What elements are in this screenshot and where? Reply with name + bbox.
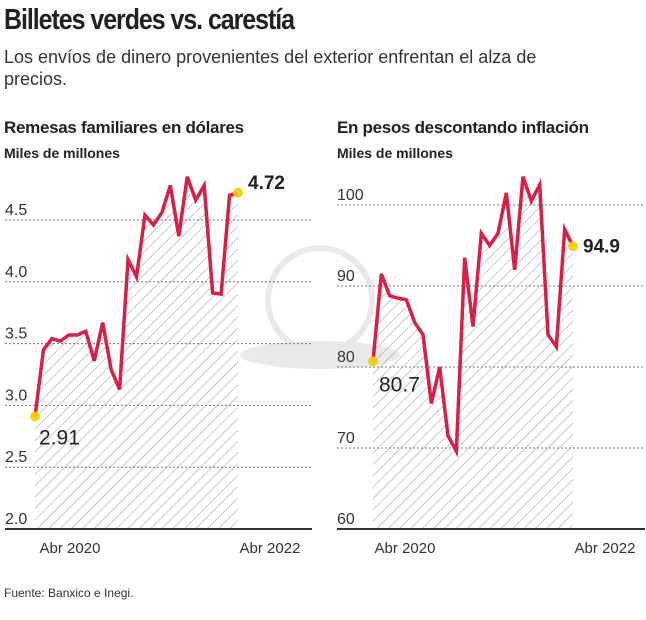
y-tick-label: 2.5	[5, 449, 27, 466]
watermark-logo	[240, 245, 400, 369]
x-tick-label: Abr 2020	[375, 540, 436, 557]
y-tick-label: 90	[337, 268, 355, 285]
x-tick-label: Abr 2022	[240, 540, 301, 557]
y-tick-label: 3.0	[5, 387, 27, 404]
start-value-label: 2.91	[39, 427, 80, 450]
area-fill	[373, 176, 573, 529]
source-note: Fuente: Banxico e Inegi.	[4, 586, 134, 600]
y-tick-label: 2.0	[5, 511, 27, 528]
end-value-label: 94.9	[583, 236, 620, 257]
start-marker	[30, 411, 40, 422]
y-tick-label: 4.0	[5, 264, 27, 281]
chart-1: 2.0 2.5 3.0 3.5 4.0 4.5 2.91 4.72 Abr 2020 Abr 20…	[5, 173, 312, 557]
y-tick-label: 4.5	[5, 202, 27, 219]
y-tick-label: 100	[337, 187, 364, 204]
page-subtitle: Los envíos de dinero provenientes del ex…	[4, 47, 537, 89]
x-tick-label: Abr 2022	[575, 540, 636, 557]
y-tick-label: 60	[337, 511, 355, 528]
end-marker	[233, 187, 243, 198]
y-tick-label: 70	[337, 430, 355, 447]
end-marker	[568, 241, 578, 252]
y-tick-label: 3.5	[5, 326, 27, 343]
x-tick-label: Abr 2020	[40, 540, 101, 557]
start-value-label: 80.7	[379, 373, 420, 396]
chart-1-title: Remesas familiares en dólares	[4, 118, 244, 137]
chart-2-unit: Miles de millones	[337, 145, 453, 161]
area-fill	[35, 176, 238, 530]
y-tick-label: 80	[337, 349, 355, 366]
chart-1-unit: Miles de millones	[4, 145, 120, 161]
page-title: Billetes verdes vs. carestía	[4, 4, 295, 36]
start-marker	[368, 356, 378, 367]
chart-2: 60 70 80 90 100 80.7 94.9 Abr 2020 Abr 2022	[337, 176, 645, 557]
end-value-label: 4.72	[248, 173, 285, 194]
chart-2-title: En pesos descontando inflación	[337, 118, 589, 137]
